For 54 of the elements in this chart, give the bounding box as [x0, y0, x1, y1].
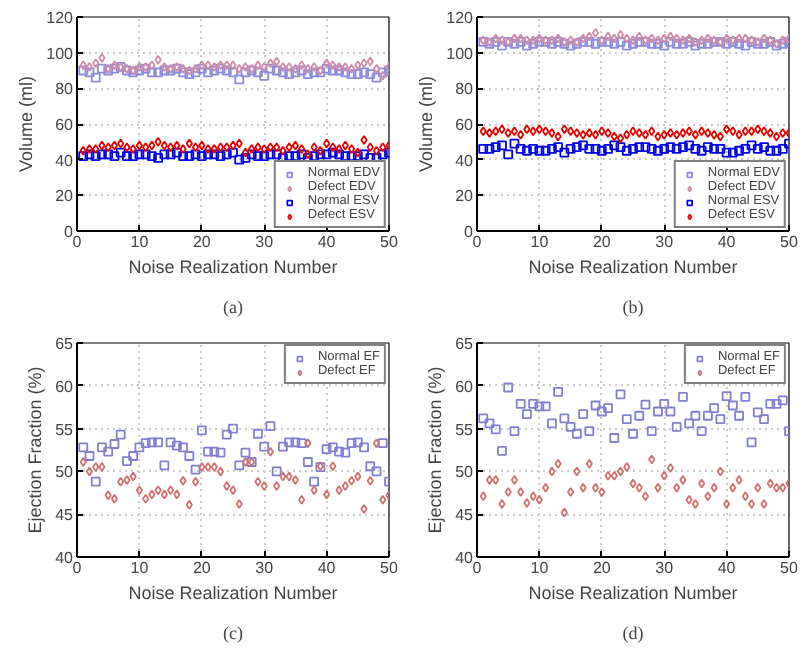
- y-axis-title: Volume (ml): [416, 75, 437, 173]
- text: (d): [622, 623, 644, 643]
- x-tick-label: 30: [655, 233, 675, 251]
- y-tick-label: 20: [455, 187, 475, 206]
- x-tick-label: 40: [317, 233, 337, 251]
- x-tick-label: 40: [717, 559, 737, 577]
- y-tick-label: 60: [455, 377, 475, 396]
- x-tick-label: 40: [717, 233, 737, 251]
- y-tick-label: 120: [46, 9, 75, 27]
- x-tick-label: 20: [192, 559, 212, 577]
- y-tick-label: 60: [55, 377, 75, 396]
- y-tick-label: 65: [55, 335, 75, 353]
- x-tick-label: 20: [592, 559, 612, 577]
- y-tick-label: 45: [455, 506, 475, 525]
- text: (a): [223, 297, 244, 317]
- y-tick-label: 50: [455, 463, 475, 482]
- x-tick-label: 50: [380, 559, 399, 577]
- y-tick-label: 50: [55, 463, 75, 482]
- text: (c): [223, 623, 244, 643]
- x-tick-label: 50: [780, 559, 799, 577]
- y-tick-label: 45: [55, 506, 75, 525]
- y-axis-title: Ejection Fraction (%): [425, 366, 446, 534]
- y-tick-label: 80: [55, 80, 75, 99]
- x-tick-label: 10: [530, 559, 550, 577]
- y-axis-title: Volume (ml): [16, 75, 37, 173]
- x-tick-label: 50: [780, 233, 799, 251]
- y-tick-label: 100: [46, 44, 75, 63]
- x-tick-label: 40: [317, 559, 337, 577]
- y-tick-label: 60: [455, 116, 475, 134]
- x-axis-title: Noise Realization Number: [528, 257, 738, 277]
- y-tick-label: 120: [446, 9, 475, 27]
- x-tick-label: 30: [655, 559, 675, 577]
- x-tick-label: 30: [255, 233, 275, 251]
- x-tick-label: 10: [130, 233, 150, 251]
- y-tick-label: 20: [55, 187, 75, 206]
- y-tick-label: 65: [455, 335, 475, 353]
- y-tick-label: 40: [455, 151, 475, 170]
- y-tick-label: 55: [455, 420, 475, 439]
- x-tick-label: 10: [130, 559, 150, 577]
- y-tick-label: 100: [446, 44, 475, 63]
- text: (b): [622, 297, 644, 317]
- x-tick-label: 50: [380, 233, 399, 251]
- x-axis-title: Noise Realization Number: [128, 583, 338, 603]
- x-axis-title: Noise Realization Number: [528, 583, 738, 603]
- x-axis-title: Noise Realization Number: [128, 257, 338, 277]
- y-axis-title: Ejection Fraction (%): [25, 366, 46, 534]
- x-tick-label: 20: [192, 233, 212, 251]
- y-tick-label: 55: [55, 420, 75, 439]
- x-tick-label: 20: [592, 233, 612, 251]
- x-tick-label: 10: [530, 233, 550, 251]
- y-tick-label: 80: [455, 80, 475, 99]
- y-tick-label: 60: [55, 116, 75, 134]
- y-tick-label: 40: [55, 151, 75, 170]
- x-tick-label: 30: [255, 559, 275, 577]
